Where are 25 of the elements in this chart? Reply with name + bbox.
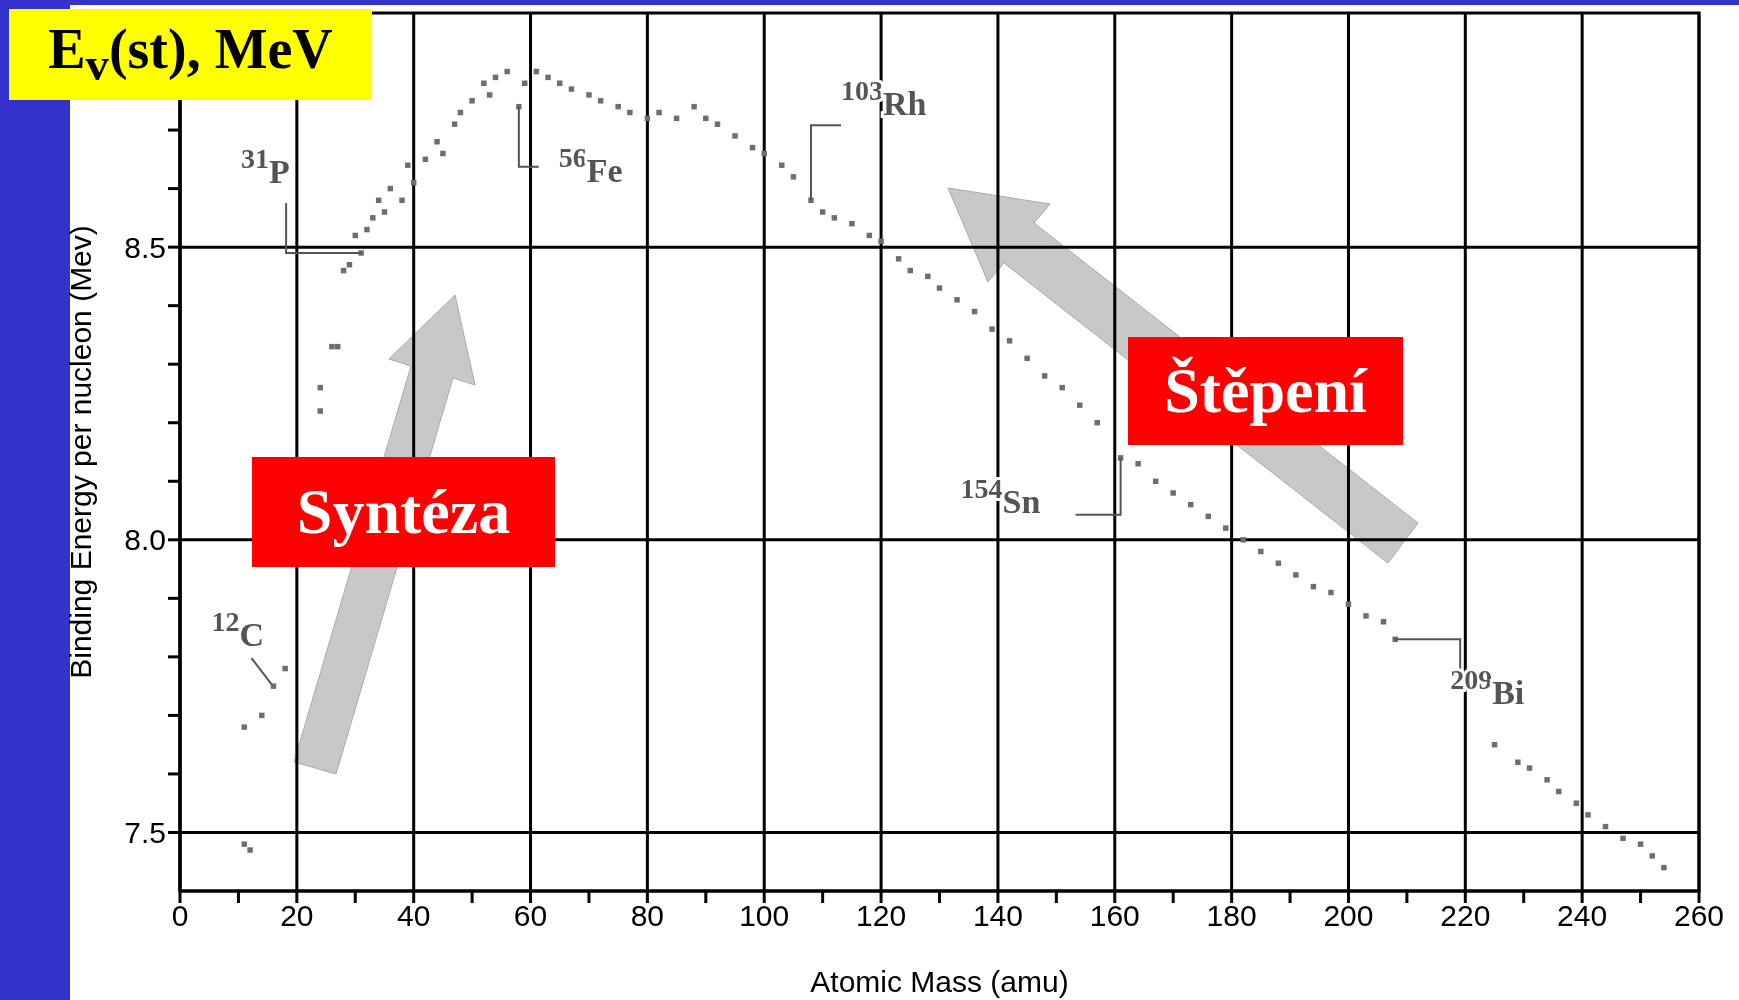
chart-title: E$_{v}$(st), MeV [48,17,333,92]
x-tick-label: 100 [739,899,790,933]
y-tick-label: 7.5 [124,816,166,850]
y-tick-label: 8.5 [124,230,166,264]
x-tick-label: 220 [1440,899,1491,933]
x-tick-label: 60 [513,899,548,933]
annotation: $^{56}$Fe [558,141,623,189]
annotation: $^{31}$P [241,142,290,190]
x-tick-label: 160 [1089,899,1140,933]
x-tick-label: 240 [1557,899,1608,933]
y-axis-title: Binding Energy per nucleon (Mev) [63,225,97,679]
y-tick-label: 8.0 [124,523,166,557]
annotation: Syntéza [252,457,555,567]
x-tick-label: 120 [856,899,907,933]
annotation: $^{12}$C [211,605,265,654]
annotation: Štěpení [1128,337,1403,445]
x-tick-label: 20 [280,899,314,933]
x-axis-title: Atomic Mass (amu) [810,965,1069,998]
x-tick-label: 80 [630,899,665,933]
x-tick-label: 140 [972,899,1023,933]
x-tick-label: 40 [397,899,431,933]
x-tick-label: 260 [1673,899,1725,933]
x-tick-label: 0 [171,899,189,933]
x-tick-label: 200 [1323,899,1374,933]
x-tick-label: 180 [1206,899,1257,933]
